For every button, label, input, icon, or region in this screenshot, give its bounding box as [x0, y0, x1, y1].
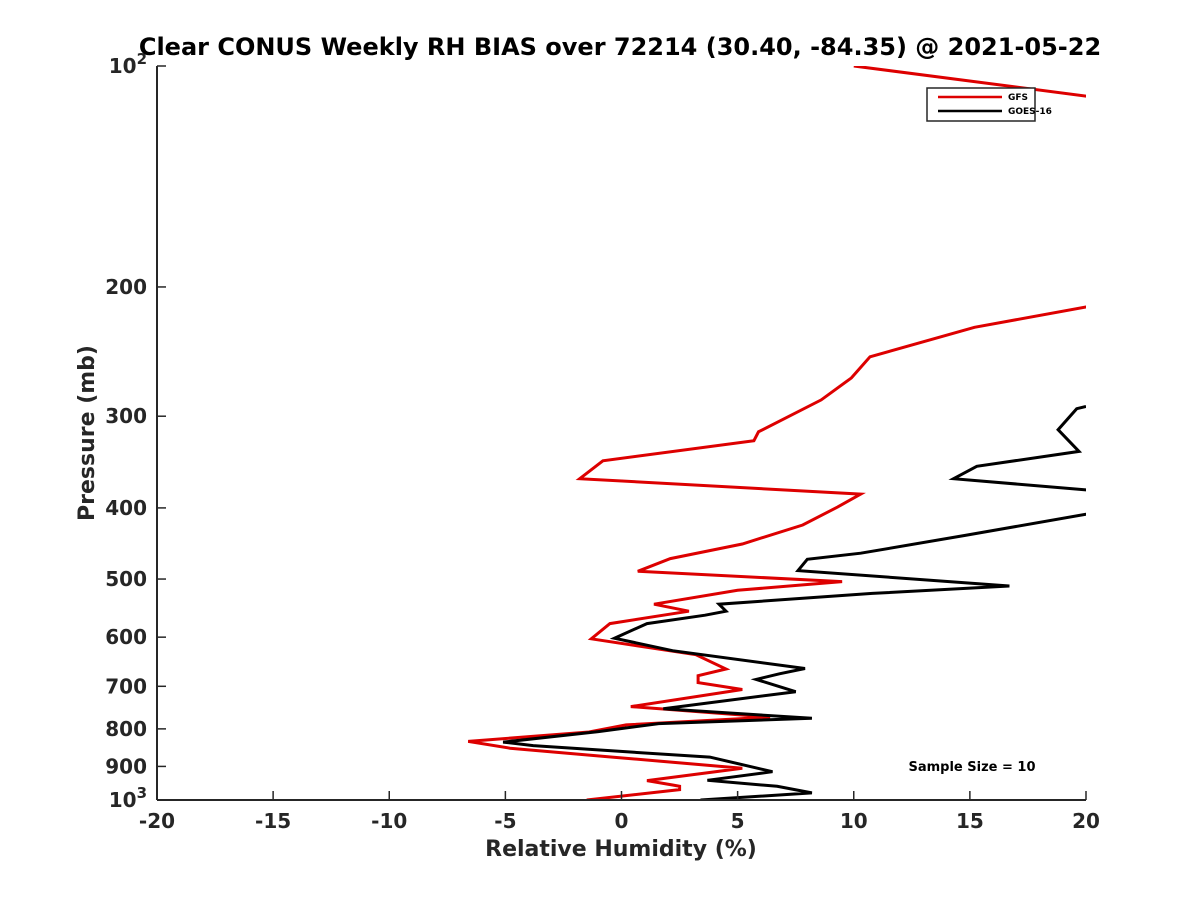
- y-tick-label: 300: [105, 404, 147, 428]
- x-axis-label: Relative Humidity (%): [485, 837, 757, 862]
- x-tick-label: 20: [1072, 809, 1100, 833]
- x-tick-label: 0: [615, 809, 629, 833]
- x-tick-label: 15: [956, 809, 984, 833]
- series-layer: [467, 66, 1086, 800]
- sample-size-annotation: Sample Size = 10: [908, 760, 1035, 775]
- legend-label-gfs: GFS: [1008, 93, 1028, 103]
- y-tick-label: 102: [109, 50, 147, 78]
- x-tick-label: -10: [371, 809, 407, 833]
- y-ticks: 102 200 300 400 500 600 700 800 900 103: [105, 50, 166, 812]
- series-line-gfs: [467, 66, 1086, 800]
- x-tick-label: 5: [731, 809, 745, 833]
- y-axis-label: Pressure (mb): [75, 345, 100, 521]
- series-line-goes16: [502, 405, 1086, 800]
- y-tick-label: 200: [105, 275, 147, 299]
- legend-box: [926, 87, 1036, 122]
- chart-title: Clear CONUS Weekly RH BIAS over 72214 (3…: [139, 33, 1101, 61]
- y-tick-label: 400: [105, 496, 147, 520]
- y-tick-label: 103: [109, 784, 147, 812]
- y-tick-label: 700: [105, 674, 147, 698]
- plot-area: -20 -15 -10 -5 0 5 10 15 20 102 200 300 400 500 600 70…: [105, 50, 1100, 833]
- x-ticks: -20 -15 -10 -5 0 5 10 15 20: [139, 791, 1100, 833]
- x-tick-label: -20: [139, 809, 175, 833]
- x-tick-label: 10: [840, 809, 868, 833]
- x-tick-label: -5: [494, 809, 516, 833]
- x-tick-label: -15: [255, 809, 291, 833]
- y-tick-label: 900: [105, 754, 147, 778]
- y-tick-label: 800: [105, 717, 147, 741]
- y-tick-label: 500: [105, 567, 147, 591]
- legend: GFS GOES-16: [926, 87, 1052, 122]
- legend-label-goes16: GOES-16: [1008, 107, 1052, 117]
- y-tick-label: 600: [105, 625, 147, 649]
